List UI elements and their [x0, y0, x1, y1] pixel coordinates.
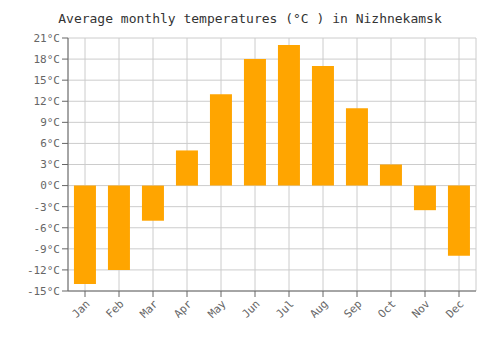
- svg-text:-12°C: -12°C: [27, 264, 60, 277]
- svg-text:18°C: 18°C: [34, 53, 61, 66]
- svg-text:3°C: 3°C: [40, 158, 60, 171]
- svg-text:Jun: Jun: [239, 297, 262, 320]
- svg-text:-9°C: -9°C: [34, 243, 61, 256]
- svg-text:Nov: Nov: [409, 297, 433, 321]
- svg-text:Oct: Oct: [375, 297, 398, 320]
- svg-text:Aug: Aug: [307, 297, 330, 320]
- svg-text:12°C: 12°C: [34, 95, 61, 108]
- svg-text:Jan: Jan: [69, 297, 92, 320]
- svg-text:-15°C: -15°C: [27, 285, 60, 298]
- svg-text:-6°C: -6°C: [34, 222, 61, 235]
- html-text:Average monthly temperatures (: Average monthly temperatures (°C ) in Ni…: [58, 11, 442, 26]
- svg-text:Dec: Dec: [443, 297, 466, 320]
- svg-text:Apr: Apr: [171, 297, 195, 321]
- svg-text:May: May: [205, 297, 229, 321]
- svg-text:Feb: Feb: [103, 297, 126, 320]
- svg-text:15°C: 15°C: [34, 74, 61, 87]
- svg-text:0°C: 0°C: [40, 179, 60, 192]
- svg-text:Sep: Sep: [341, 297, 364, 320]
- svg-text:21°C: 21°C: [34, 32, 61, 45]
- svg-text:6°C: 6°C: [40, 137, 60, 150]
- svg-text:9°C: 9°C: [40, 116, 60, 129]
- svg-text:Jul: Jul: [273, 297, 296, 320]
- svg-text:Mar: Mar: [137, 297, 161, 321]
- svg-text:-3°C: -3°C: [34, 201, 61, 214]
